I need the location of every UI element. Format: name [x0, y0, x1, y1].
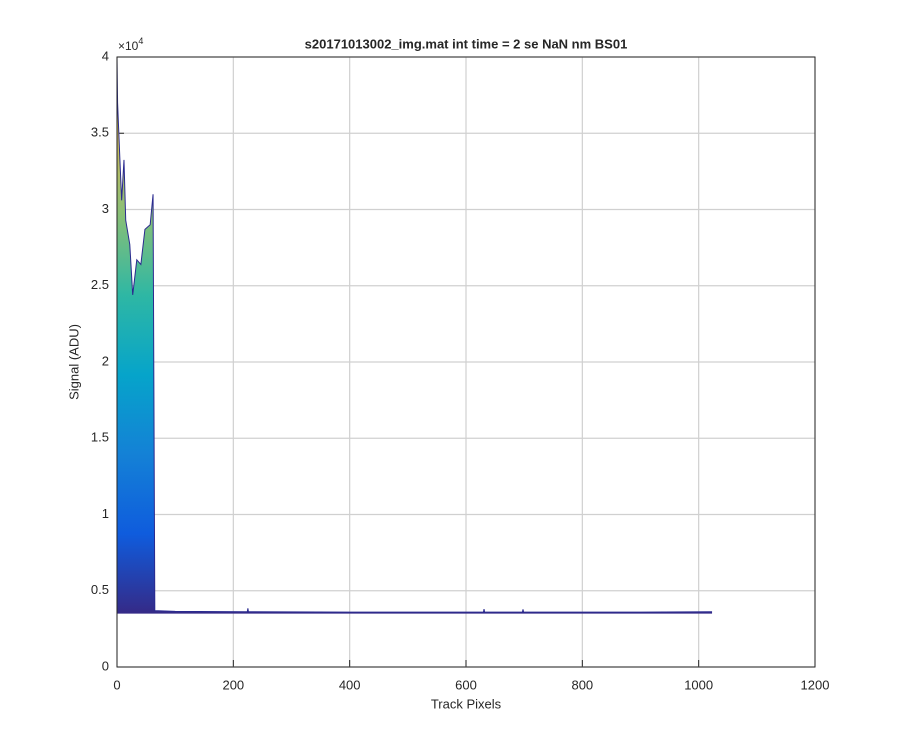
x-axis-label: Track Pixels [431, 696, 502, 711]
signal-area [117, 57, 713, 614]
y-tick-label: 0.5 [91, 582, 109, 597]
y-tick-label: 0 [102, 658, 109, 673]
x-tick-label: 600 [455, 677, 477, 692]
x-tick-label: 200 [222, 677, 244, 692]
x-tick-label: 1200 [801, 677, 830, 692]
y-axis-label: Signal (ADU) [66, 324, 81, 400]
x-tick-label: 0 [113, 677, 120, 692]
y-tick-label: 3 [102, 201, 109, 216]
y-tick-label: 2 [102, 353, 109, 368]
chart-title: s20171013002_img.mat int time = 2 se NaN… [305, 36, 628, 51]
y-tick-label: 2.5 [91, 277, 109, 292]
exponent: 4 [138, 36, 143, 46]
x-tick-label: 800 [571, 677, 593, 692]
axes-box [116, 56, 816, 668]
x-tick-label: 1000 [684, 677, 713, 692]
y-tick-label: 3.5 [91, 125, 109, 140]
signal-line [116, 56, 713, 613]
y-tick-label: 1.5 [91, 430, 109, 445]
y-tick-label: 1 [102, 506, 109, 521]
y-tick-label: 4 [102, 48, 109, 63]
x-tick-label: 400 [339, 677, 361, 692]
exponent-base: ×10 [118, 39, 139, 53]
y-exponent: ×104 [118, 36, 143, 53]
